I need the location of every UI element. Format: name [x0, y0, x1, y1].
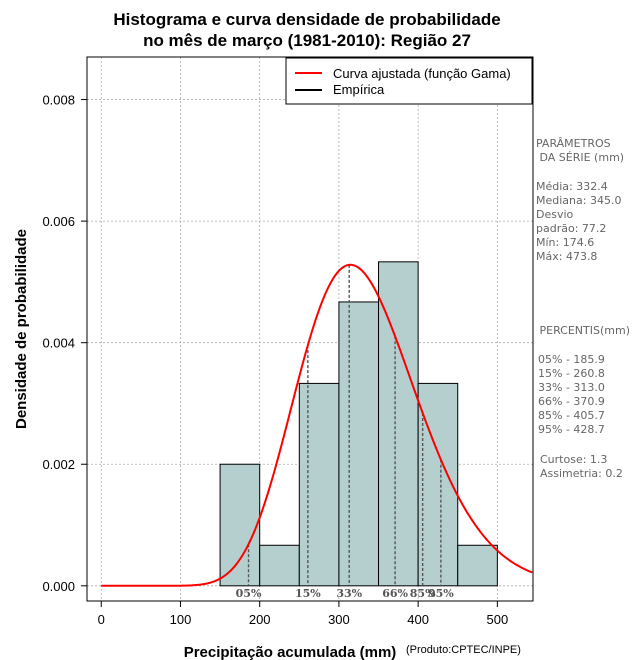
percentile-label-5: 95%	[428, 587, 454, 600]
chart-title-line-2: no mês de março (1981-2010): Região 27	[143, 31, 471, 50]
series-parameters-panel: PARÂMETROS DA SÉRIE (mm) Média: 332.4 Me…	[536, 137, 630, 480]
percentil-05: 05% - 185.9	[538, 353, 605, 366]
percentil-85: 85% - 405.7	[538, 409, 605, 422]
x-tick-label-2: 200	[249, 612, 271, 627]
param-max: Máx: 473.8	[536, 250, 597, 263]
histogram-bar-4	[378, 261, 419, 587]
legend-box	[285, 57, 533, 105]
param-median: Mediana: 345.0	[536, 194, 621, 207]
y-tick-label-3: 0.006	[42, 214, 75, 229]
stat-skewness: Assimetria: 0.2	[540, 467, 623, 480]
plot-frame	[86, 56, 534, 602]
percentis-heading: PERCENTIS(mm)	[536, 324, 630, 337]
percentile-label-3: 66%	[382, 587, 408, 600]
percentile-markers: 05% 15% 33% 66% 85%95%	[236, 264, 454, 600]
histogram-bar-1	[259, 544, 300, 587]
x-tick-label-3: 300	[328, 612, 350, 627]
stat-kurtosis: Curtose: 1.3	[540, 453, 607, 466]
param-mean: Média: 332.4	[536, 180, 608, 193]
x-tick-label-0: 0	[98, 612, 105, 627]
x-tick-label-5: 500	[487, 612, 509, 627]
x-tick-label-1: 100	[170, 612, 192, 627]
percentil-33: 33% - 313.0	[538, 381, 605, 394]
params-heading-2: DA SÉRIE (mm)	[536, 151, 624, 164]
histogram-bar-3	[338, 301, 380, 587]
histogram-bar-0	[219, 463, 261, 587]
percentile-label-0: 05%	[236, 587, 262, 600]
x-axis: 0 100 200 300 400 500	[98, 601, 509, 627]
x-tick-label-4: 400	[407, 612, 429, 627]
histogram-bar-6	[457, 544, 498, 587]
params-heading-1: PARÂMETROS	[536, 137, 611, 150]
param-stddev-label: Desvio	[536, 208, 574, 221]
param-min: Mín: 174.6	[536, 236, 594, 249]
param-stddev-value: padrão: 77.2	[536, 222, 606, 235]
gamma-curve-line	[101, 263, 533, 587]
percentile-label-4: 85%	[410, 587, 436, 600]
legend-label-empirical: Empírica	[333, 82, 385, 97]
histogram-bars	[219, 261, 498, 587]
y-tick-label-2: 0.004	[42, 336, 75, 351]
legend: Curva ajustada (função Gama) Empírica	[285, 57, 533, 105]
y-axis-title: Densidade de probabilidade	[13, 229, 30, 429]
percentil-15: 15% - 260.8	[538, 367, 605, 380]
y-tick-label-1: 0.002	[42, 457, 75, 472]
y-axis: 0.000 0.002 0.004 0.006 0.008	[42, 93, 87, 594]
y-tick-label-4: 0.008	[42, 93, 75, 108]
y-tick-label-0: 0.000	[42, 579, 75, 594]
product-credit: (Produto:CPTEC/INPE)	[406, 644, 521, 656]
percentile-label-2: 33%	[336, 587, 362, 600]
histogram-bar-2	[298, 382, 340, 587]
legend-label-curve: Curva ajustada (função Gama)	[333, 66, 511, 81]
percentile-label-1: 15%	[295, 587, 321, 600]
x-axis-title: Precipitação acumulada (mm)	[184, 644, 397, 660]
chart-title-line-1: Histograma e curva densidade de probabil…	[113, 10, 500, 29]
percentil-66: 66% - 370.9	[538, 395, 605, 408]
gamma-curve	[101, 263, 533, 587]
percentil-95: 95% - 428.7	[538, 423, 605, 436]
